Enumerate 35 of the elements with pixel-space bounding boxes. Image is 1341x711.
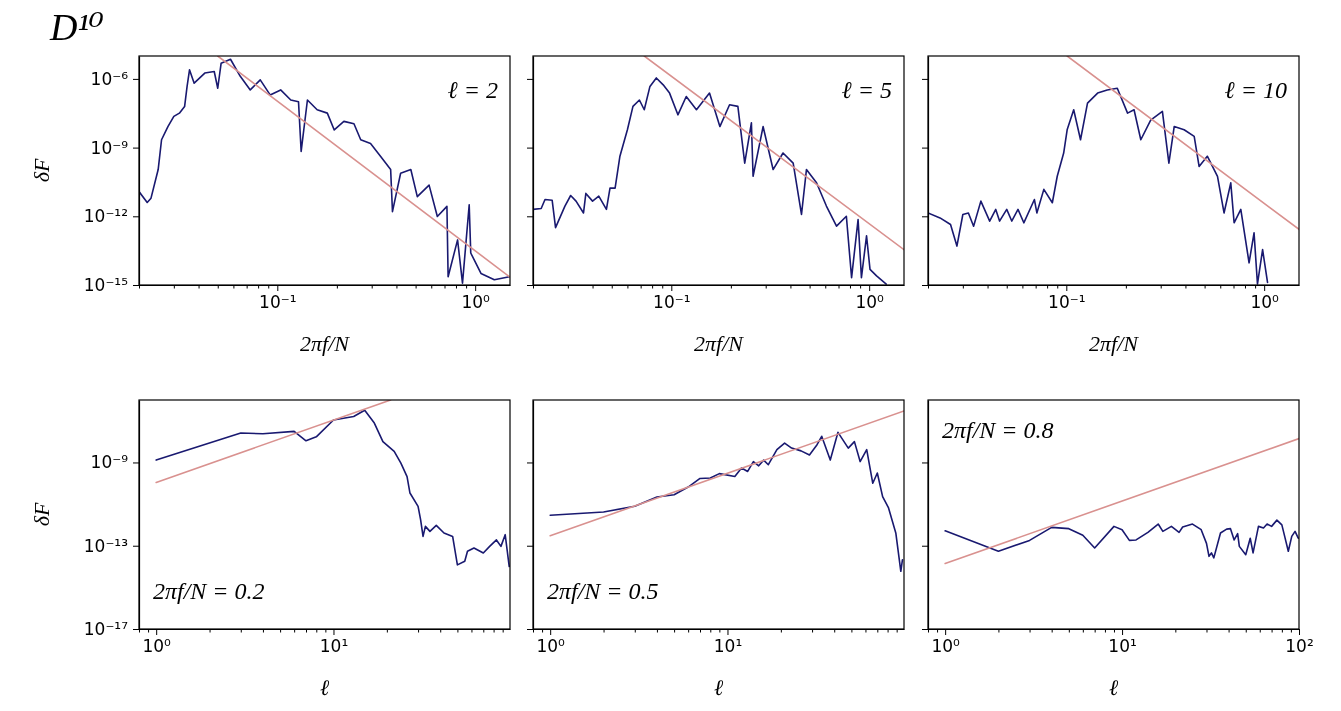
annotation: ℓ = 5 xyxy=(841,77,892,103)
annotation: 2πf/N = 0.5 xyxy=(547,578,659,604)
y-axis-title: δF xyxy=(29,502,54,527)
annotation: ℓ = 2 xyxy=(447,77,498,103)
x-tick-label: 10¹ xyxy=(319,636,349,657)
x-axis-title: 2πf/N xyxy=(694,331,745,356)
x-axis-title: ℓ xyxy=(1108,675,1119,700)
x-tick-label: 10¹ xyxy=(1108,636,1137,657)
x-tick-label: 10⁻¹ xyxy=(653,292,691,313)
y-tick-label: 10⁻¹⁵ xyxy=(83,274,128,295)
y-axis-title: δF xyxy=(29,158,54,183)
chart-title: D¹⁰ xyxy=(49,6,105,48)
x-axis-title: ℓ xyxy=(319,675,330,700)
x-axis-title: 2πf/N xyxy=(300,331,351,356)
x-tick-label: 10⁰ xyxy=(855,292,885,313)
x-tick-label: 10⁰ xyxy=(142,636,172,657)
y-tick-label: 10⁻¹⁷ xyxy=(83,618,129,639)
x-tick-label: 10⁰ xyxy=(1250,292,1280,313)
y-tick-label: 10⁻⁹ xyxy=(90,137,129,158)
y-tick-label: 10⁻¹³ xyxy=(83,535,128,556)
annotation: 2πf/N = 0.2 xyxy=(153,578,265,604)
x-tick-label: 10¹ xyxy=(713,636,743,657)
y-tick-label: 10⁻⁶ xyxy=(90,68,129,89)
x-tick-label: 10² xyxy=(1285,636,1314,657)
y-tick-label: 10⁻⁹ xyxy=(90,452,129,473)
x-axis-title: 2πf/N xyxy=(1089,331,1140,356)
x-tick-label: 10⁰ xyxy=(931,636,961,657)
x-tick-label: 10⁻¹ xyxy=(1048,292,1086,313)
x-tick-label: 10⁰ xyxy=(536,636,566,657)
y-tick-label: 10⁻¹² xyxy=(83,206,128,227)
annotation: ℓ = 10 xyxy=(1224,77,1287,103)
x-tick-label: 10⁻¹ xyxy=(259,292,297,313)
x-axis-title: ℓ xyxy=(713,675,724,700)
annotation: 2πf/N = 0.8 xyxy=(942,417,1054,443)
x-tick-label: 10⁰ xyxy=(461,292,491,313)
